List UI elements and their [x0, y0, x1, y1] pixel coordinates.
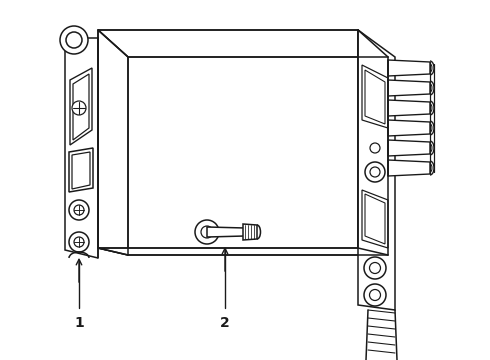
Polygon shape: [388, 60, 430, 76]
Polygon shape: [362, 190, 388, 248]
Circle shape: [369, 262, 381, 274]
Circle shape: [195, 220, 219, 244]
Polygon shape: [98, 30, 388, 57]
Circle shape: [370, 143, 380, 153]
Polygon shape: [98, 248, 388, 255]
Circle shape: [365, 162, 385, 182]
Circle shape: [69, 200, 89, 220]
Polygon shape: [388, 160, 430, 176]
Polygon shape: [72, 152, 90, 189]
Polygon shape: [65, 38, 98, 258]
Circle shape: [60, 26, 88, 54]
Polygon shape: [365, 194, 385, 244]
Polygon shape: [362, 65, 388, 128]
Circle shape: [72, 101, 86, 115]
Circle shape: [69, 232, 89, 252]
Polygon shape: [358, 30, 395, 310]
Polygon shape: [388, 80, 430, 96]
Polygon shape: [207, 227, 245, 237]
Polygon shape: [98, 30, 128, 255]
Text: 2: 2: [220, 316, 230, 330]
Polygon shape: [365, 70, 385, 124]
Circle shape: [364, 284, 386, 306]
Circle shape: [74, 205, 84, 215]
Circle shape: [370, 167, 380, 177]
Circle shape: [369, 289, 381, 301]
Polygon shape: [73, 74, 89, 140]
Circle shape: [364, 257, 386, 279]
Polygon shape: [388, 120, 430, 136]
Polygon shape: [388, 140, 430, 156]
Circle shape: [74, 237, 84, 247]
Polygon shape: [69, 148, 93, 192]
Text: 1: 1: [74, 316, 84, 330]
Polygon shape: [70, 68, 92, 145]
Polygon shape: [243, 224, 257, 240]
Polygon shape: [358, 30, 388, 255]
Circle shape: [66, 32, 82, 48]
Polygon shape: [388, 100, 430, 116]
Circle shape: [201, 226, 213, 238]
